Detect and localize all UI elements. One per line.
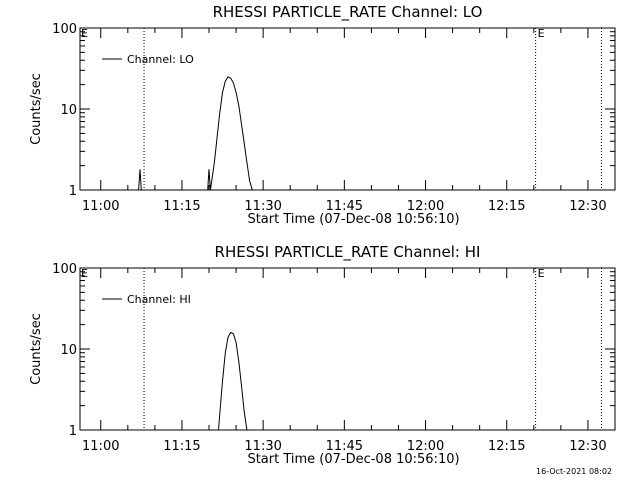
left-marker-label: E	[81, 27, 88, 40]
x-tick-label: 12:00	[407, 439, 444, 454]
series-line	[138, 76, 253, 191]
x-tick-label: 11:30	[244, 439, 281, 454]
y-axis-label: Counts/sec	[29, 73, 44, 145]
x-axis-label: Start Time (07-Dec-08 10:56:10)	[247, 212, 459, 227]
legend-label: Channel: LO	[127, 53, 194, 66]
x-tick-label: 12:15	[488, 439, 525, 454]
y-tick-label: 100	[52, 22, 77, 37]
x-tick-label: 12:30	[569, 439, 606, 454]
x-tick-label: 12:15	[488, 199, 525, 214]
x-tick-label: 11:45	[326, 199, 363, 214]
time-marker-label: E	[538, 27, 545, 40]
series-line	[218, 331, 248, 431]
y-axis-label: Counts/sec	[29, 313, 44, 385]
x-tick-label: 11:15	[163, 199, 200, 214]
y-tick-label: 100	[52, 262, 77, 277]
chart-panel-lo: RHESSI PARTICLE_RATE Channel: LO 1 10 100 11…	[29, 3, 616, 227]
time-marker-label: E	[538, 267, 545, 280]
chart-title: RHESSI PARTICLE_RATE Channel: HI	[215, 243, 481, 262]
y-tick-label: 1	[69, 184, 77, 199]
x-tick-label: 12:00	[407, 199, 444, 214]
x-tick-label: 11:00	[82, 199, 119, 214]
y-tick-label: 10	[60, 343, 77, 358]
left-marker-label: E	[81, 267, 88, 280]
x-tick-label: 11:15	[163, 439, 200, 454]
x-tick-label: 11:00	[82, 439, 119, 454]
y-tick-label: 10	[60, 103, 77, 118]
legend-label: Channel: HI	[127, 293, 191, 306]
x-tick-label: 12:30	[569, 199, 606, 214]
x-axis-label: Start Time (07-Dec-08 10:56:10)	[247, 452, 459, 467]
x-tick-label: 11:45	[326, 439, 363, 454]
footer-timestamp: 16-Oct-2021 08:02	[536, 467, 612, 476]
x-tick-label: 11:30	[244, 199, 281, 214]
y-tick-label: 1	[69, 424, 77, 439]
chart-panel-hi: RHESSI PARTICLE_RATE Channel: HI 1 10 100 11…	[29, 243, 616, 467]
chart-title: RHESSI PARTICLE_RATE Channel: LO	[213, 3, 483, 22]
